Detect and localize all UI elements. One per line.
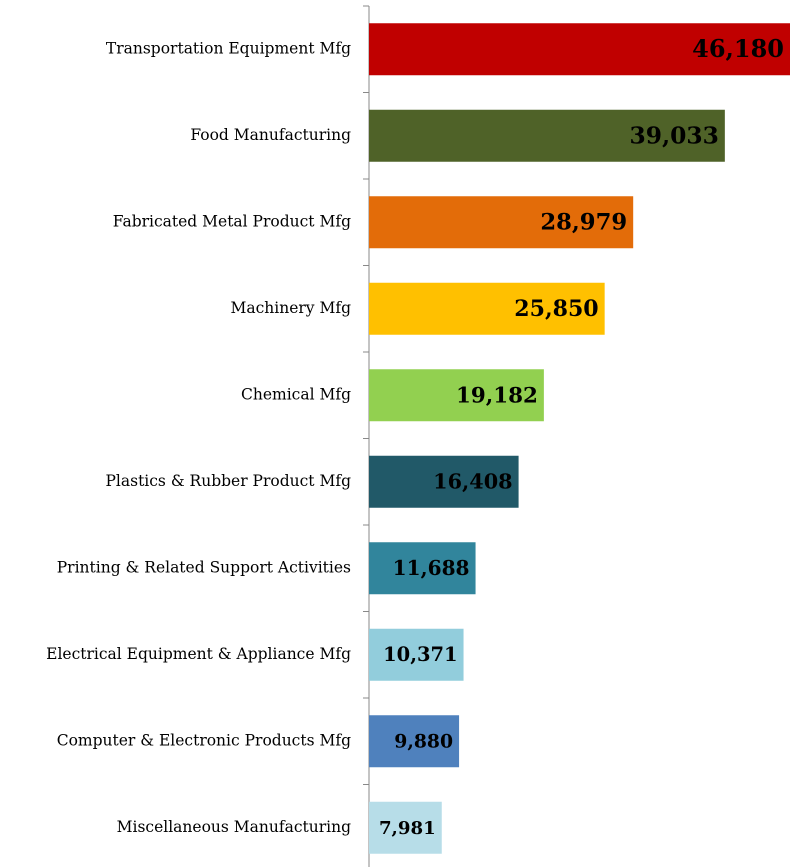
bar [369, 628, 464, 681]
category-label: Miscellaneous Manufacturing [117, 818, 351, 836]
category-label: Printing & Related Support Activities [57, 558, 351, 576]
value-label: 28,979 [540, 209, 627, 235]
value-label: 11,688 [393, 556, 470, 580]
category-label: Fabricated Metal Product Mfg [113, 212, 351, 230]
category-label: Machinery Mfg [230, 299, 351, 317]
bar [369, 542, 476, 595]
category-label: Electrical Equipment & Appliance Mfg [46, 645, 351, 663]
category-label: Food Manufacturing [190, 126, 351, 144]
category-label: Chemical Mfg [241, 385, 351, 403]
bar [369, 715, 460, 768]
value-label: 19,182 [456, 383, 538, 408]
category-label: Computer & Electronic Products Mfg [57, 731, 351, 749]
value-label: 39,033 [630, 121, 719, 149]
category-label: Transportation Equipment Mfg [106, 39, 351, 57]
category-label: Plastics & Rubber Product Mfg [105, 472, 351, 490]
value-label: 7,981 [379, 818, 436, 839]
bar [369, 23, 790, 76]
bar [369, 455, 519, 508]
bar [369, 109, 725, 162]
bar [369, 196, 634, 249]
bar [369, 282, 605, 335]
value-label: 46,180 [692, 34, 784, 63]
value-label: 25,850 [514, 296, 598, 322]
value-label: 10,371 [383, 643, 457, 666]
bar [369, 369, 544, 422]
value-label: 16,408 [433, 469, 512, 493]
bar [369, 801, 442, 854]
value-label: 9,880 [394, 730, 453, 752]
